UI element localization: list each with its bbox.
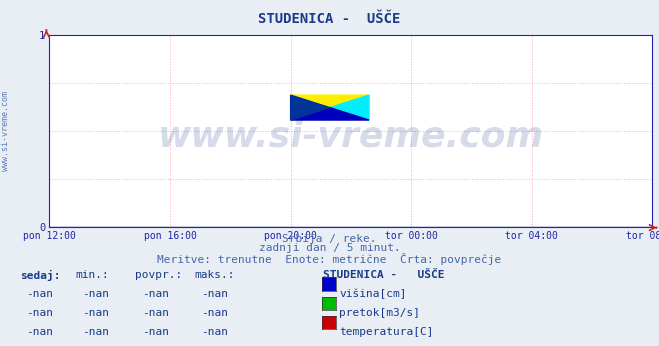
Polygon shape: [291, 95, 369, 108]
Polygon shape: [291, 95, 330, 120]
Text: -nan: -nan: [82, 327, 109, 337]
Text: pretok[m3/s]: pretok[m3/s]: [339, 308, 420, 318]
Text: STUDENICA -   UŠČE: STUDENICA - UŠČE: [323, 270, 444, 280]
Text: -nan: -nan: [82, 289, 109, 299]
Text: -nan: -nan: [142, 289, 169, 299]
Text: -nan: -nan: [201, 308, 228, 318]
Text: -nan: -nan: [142, 308, 169, 318]
Text: -nan: -nan: [142, 327, 169, 337]
Text: -nan: -nan: [26, 289, 53, 299]
Text: -nan: -nan: [82, 308, 109, 318]
Text: Srbija / reke.: Srbija / reke.: [282, 234, 377, 244]
Text: maks.:: maks.:: [194, 270, 235, 280]
Polygon shape: [330, 95, 369, 120]
Text: -nan: -nan: [26, 308, 53, 318]
Text: -nan: -nan: [201, 327, 228, 337]
Text: povpr.:: povpr.:: [135, 270, 183, 280]
Text: višina[cm]: višina[cm]: [339, 289, 407, 299]
Text: -nan: -nan: [201, 289, 228, 299]
Text: www.si-vreme.com: www.si-vreme.com: [158, 119, 544, 153]
Text: temperatura[C]: temperatura[C]: [339, 327, 434, 337]
Text: sedaj:: sedaj:: [20, 270, 60, 281]
Text: STUDENICA -  UŠČE: STUDENICA - UŠČE: [258, 12, 401, 26]
Polygon shape: [291, 108, 369, 120]
Text: Meritve: trenutne  Enote: metrične  Črta: povprečje: Meritve: trenutne Enote: metrične Črta: …: [158, 253, 501, 265]
Text: zadnji dan / 5 minut.: zadnji dan / 5 minut.: [258, 243, 401, 253]
Text: min.:: min.:: [76, 270, 109, 280]
Text: -nan: -nan: [26, 327, 53, 337]
Text: www.si-vreme.com: www.si-vreme.com: [1, 91, 10, 172]
